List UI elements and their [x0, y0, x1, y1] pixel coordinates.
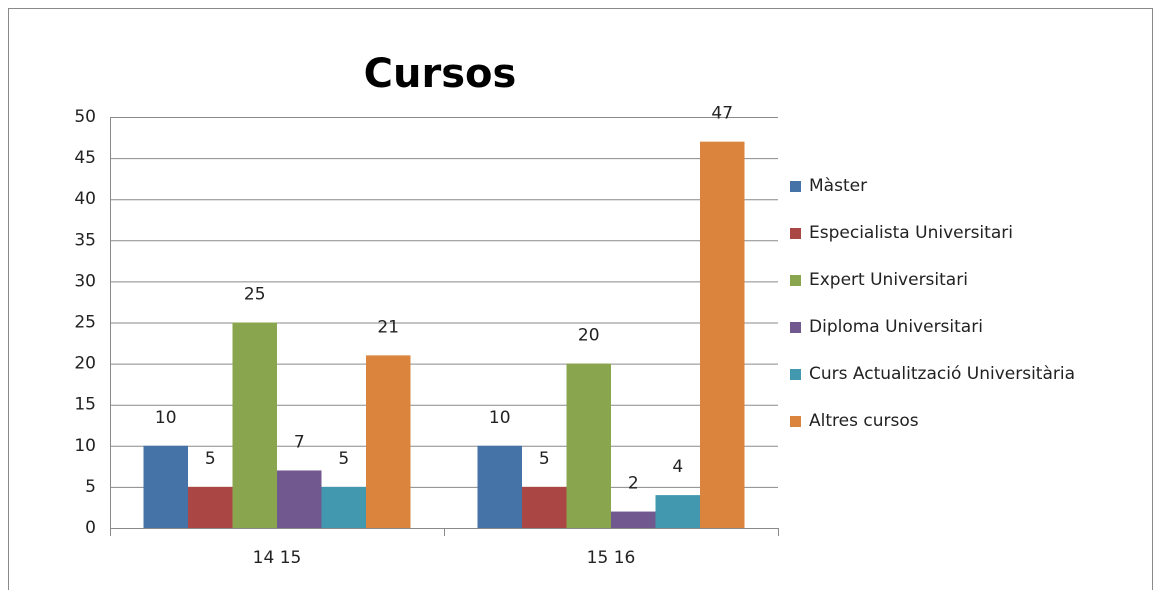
x-tick-label: 15 16 — [587, 548, 636, 568]
bar — [522, 486, 567, 528]
y-tick-label: 20 — [74, 354, 96, 374]
legend-swatch — [790, 181, 801, 192]
data-label: 21 — [377, 317, 399, 337]
chart-title: Cursos — [364, 51, 517, 97]
data-label: 2 — [628, 474, 639, 494]
bar — [366, 355, 411, 528]
legend-swatch — [790, 369, 801, 380]
data-label: 7 — [294, 432, 305, 452]
y-tick-label: 40 — [74, 189, 96, 209]
legend-label: Especialista Universitari — [809, 223, 1013, 243]
bar — [611, 511, 656, 528]
legend-label: Diploma Universitari — [809, 317, 983, 337]
bar — [566, 363, 611, 528]
bar — [655, 495, 700, 528]
data-label: 20 — [578, 326, 600, 346]
bar — [143, 445, 188, 528]
y-tick-label: 5 — [85, 477, 96, 497]
y-tick-label: 45 — [74, 148, 96, 168]
legend-label: Curs Actualització Universitària — [809, 364, 1075, 384]
data-label: 5 — [338, 449, 349, 469]
legend-swatch — [790, 228, 801, 239]
legend-swatch — [790, 416, 801, 427]
x-tick-label: 14 15 — [253, 548, 302, 568]
legend-label: Altres cursos — [809, 411, 919, 431]
bar — [700, 141, 745, 528]
y-tick-label: 0 — [85, 518, 96, 538]
legend-swatch — [790, 322, 801, 333]
data-label: 25 — [244, 285, 266, 305]
y-tick-label: 50 — [74, 107, 96, 127]
bar — [477, 445, 522, 528]
bar — [321, 486, 366, 528]
data-label: 47 — [711, 104, 733, 124]
y-tick-label: 10 — [74, 436, 96, 456]
y-tick-label: 30 — [74, 271, 96, 291]
y-tick-label: 35 — [74, 230, 96, 250]
bar — [232, 322, 277, 528]
data-label: 10 — [155, 408, 177, 428]
legend-label: Màster — [809, 176, 867, 196]
data-label: 4 — [672, 457, 683, 477]
y-tick-label: 25 — [74, 313, 96, 333]
legend-swatch — [790, 275, 801, 286]
bar — [277, 470, 322, 528]
data-label: 5 — [539, 449, 550, 469]
legend-label: Expert Universitari — [809, 270, 968, 290]
data-label: 10 — [489, 408, 511, 428]
bar — [188, 486, 233, 528]
y-tick-label: 15 — [74, 395, 96, 415]
data-label: 5 — [205, 449, 216, 469]
